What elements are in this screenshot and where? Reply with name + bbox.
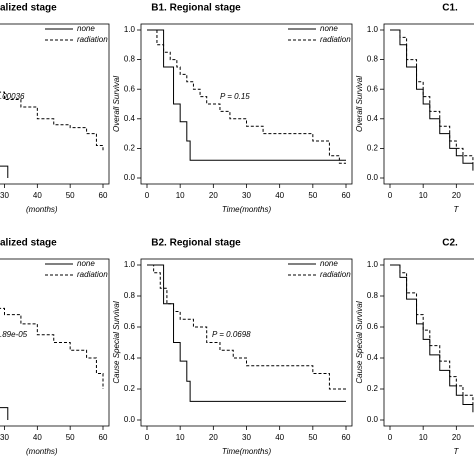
x-axis-label: (months)	[26, 205, 58, 214]
x-tick-label: 40	[275, 191, 284, 200]
x-tick-label: 30	[242, 433, 251, 442]
survival-curve	[147, 264, 346, 402]
survival-curve	[390, 29, 474, 171]
y-axis-label: Cause Special Survival	[112, 301, 121, 383]
y-tick-label: 1.0	[367, 25, 379, 34]
y-tick-label: 0.6	[367, 322, 379, 331]
x-tick-label: 60	[99, 433, 108, 442]
survival-curve	[0, 165, 9, 178]
x-tick-label: 30	[0, 433, 9, 442]
x-tick-label: 50	[66, 433, 75, 442]
plot-frame	[0, 23, 110, 185]
y-tick-label: 0.6	[124, 322, 136, 331]
y-tick-label: 0.8	[367, 55, 379, 64]
x-tick-label: 0	[388, 191, 393, 200]
x-tick-label: 60	[342, 191, 351, 200]
y-tick-label: 0.0	[367, 173, 379, 182]
x-axis-label: Time(months)	[222, 447, 272, 456]
y-axis-label: Overall Survival	[112, 76, 121, 132]
y-tick-label: 0.2	[367, 144, 379, 153]
legend-label: none	[77, 24, 95, 33]
survival-curve	[147, 264, 346, 390]
panel-title: C2.	[442, 238, 458, 249]
x-axis-label: (months)	[26, 447, 58, 456]
x-tick-label: 50	[308, 433, 317, 442]
x-tick-label: 20	[209, 191, 218, 200]
y-tick-label: 0.8	[367, 291, 379, 300]
survival-curve	[390, 264, 474, 405]
x-tick-label: 0	[145, 191, 150, 200]
survival-curve	[0, 307, 104, 389]
y-tick-label: 0.6	[124, 84, 136, 93]
panel-title: B1. Regional stage	[151, 3, 241, 14]
x-axis-label: Time(months)	[222, 205, 272, 214]
p-value: P = 0.0698	[212, 330, 251, 339]
legend-label: none	[77, 259, 95, 268]
plot-frame	[383, 23, 474, 185]
panel-title: alized stage	[0, 238, 57, 249]
y-tick-label: 0.8	[124, 291, 136, 300]
y-tick-label: 0.0	[124, 415, 136, 424]
legend-label: radiation	[320, 35, 351, 44]
y-tick-label: 1.0	[124, 260, 136, 269]
x-tick-label: 0	[145, 433, 150, 442]
legend-label: none	[320, 24, 338, 33]
y-tick-label: 0.0	[367, 415, 379, 424]
y-tick-label: 0.4	[124, 114, 136, 123]
x-tick-label: 20	[452, 433, 461, 442]
y-tick-label: 0.4	[124, 353, 136, 362]
x-tick-label: 50	[308, 191, 317, 200]
x-tick-label: 20	[452, 191, 461, 200]
legend-label: radiation	[77, 35, 108, 44]
x-tick-label: 60	[99, 191, 108, 200]
y-tick-label: 0.2	[367, 384, 379, 393]
x-tick-label: 10	[419, 433, 428, 442]
legend-label: radiation	[320, 270, 351, 279]
x-tick-label: 10	[176, 191, 185, 200]
x-tick-label: 60	[342, 433, 351, 442]
y-tick-label: 0.2	[124, 384, 136, 393]
y-tick-label: 0.2	[124, 144, 136, 153]
y-tick-label: 0.0	[124, 173, 136, 182]
y-tick-label: 0.4	[367, 353, 379, 362]
y-tick-label: 1.0	[124, 25, 136, 34]
x-tick-label: 50	[66, 191, 75, 200]
x-tick-label: 30	[0, 191, 9, 200]
x-tick-label: 20	[209, 433, 218, 442]
survival-curve	[147, 29, 346, 164]
x-axis-label: T	[454, 447, 460, 456]
survival-curve	[390, 264, 474, 413]
x-tick-label: 40	[275, 433, 284, 442]
survival-curve	[0, 407, 9, 420]
y-axis-label: Overall Survival	[355, 76, 364, 132]
x-tick-label: 40	[33, 191, 42, 200]
x-tick-label: 10	[419, 191, 428, 200]
plot-frame	[383, 258, 474, 427]
legend-label: none	[320, 259, 338, 268]
panel-title: alized stage	[0, 3, 57, 14]
y-tick-label: 0.8	[124, 55, 136, 64]
p-value: P = 0.15	[220, 92, 250, 101]
y-tick-label: 0.6	[367, 84, 379, 93]
survival-curve	[147, 29, 346, 161]
panel-title: C1.	[442, 3, 458, 14]
x-axis-label: T	[454, 205, 460, 214]
y-axis-label: Cause Special Survival	[355, 301, 364, 383]
p-value: .89e-05	[0, 330, 28, 339]
legend-label: radiation	[77, 270, 108, 279]
survival-curve	[390, 29, 474, 164]
p-value: .00036	[0, 92, 25, 101]
x-tick-label: 10	[176, 433, 185, 442]
y-tick-label: 0.4	[367, 114, 379, 123]
x-tick-label: 40	[33, 433, 42, 442]
x-tick-label: 0	[388, 433, 393, 442]
panel-title: B2. Regional stage	[151, 238, 241, 249]
x-tick-label: 30	[242, 191, 251, 200]
y-tick-label: 1.0	[367, 260, 379, 269]
